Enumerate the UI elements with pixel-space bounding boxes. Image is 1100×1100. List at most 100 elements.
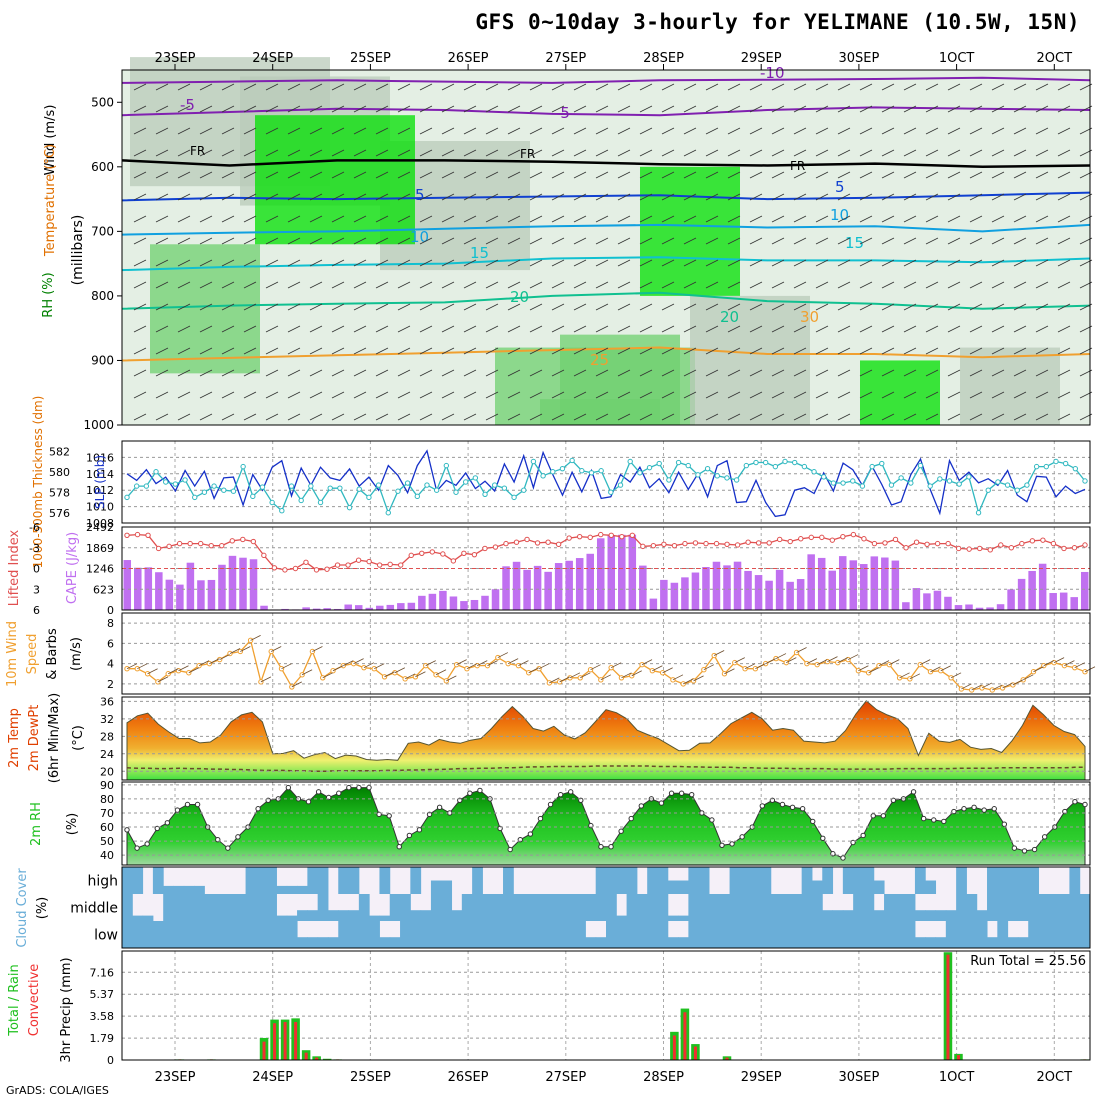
wind-barb [353,127,367,135]
wind-barb [859,105,873,113]
wind-barb [397,281,411,289]
cloud-low-cell [935,937,947,948]
cloud-low-cell [142,921,154,948]
wind-barb [903,193,917,201]
thickness-point [453,489,459,495]
wind-barb [441,303,455,311]
wind-barb [446,675,457,682]
wind-barb [353,369,367,377]
wind-barb [878,660,890,667]
wind-tick-label: 2 [107,678,114,691]
thickness-point [1024,482,1030,488]
cloud-high-cell [914,867,926,894]
wind-barb [881,237,895,245]
wind-barb [137,663,148,670]
temperature-axis-label: Temperature (°C) [43,144,58,257]
wind-barb [683,391,697,399]
wind-barb [404,673,416,680]
cloud-middle-cell [1059,894,1070,921]
wind-barb [617,105,631,113]
cloud-low-cell [286,921,298,948]
cloud-low-cell [152,921,164,948]
wind-barb [595,83,609,91]
wind-barb [631,670,642,677]
cloud-high-cell [163,885,174,894]
wind-barb [155,391,169,399]
cloud-high-cell [276,885,288,894]
cloud-low-cell [358,921,370,948]
wind-barb [463,303,477,311]
wind-barb [1057,347,1071,355]
wind-barb [969,83,983,91]
cloud-middle-cell [348,910,360,921]
wind-barb [1057,281,1071,289]
thickness-point [762,459,769,466]
lifted-index-point [713,540,720,547]
wind-barb [749,413,763,421]
wind-barb [199,369,213,377]
rh-region [540,399,660,425]
lifted-index-point [650,542,657,549]
cloud-low-cell [420,921,432,948]
thickness-point [840,480,846,486]
cape-tick-label: 0 [107,604,114,617]
bottom-date-label: 29SEP [741,1070,782,1085]
rh-tick-label: 60 [100,821,114,834]
cape-bar [533,565,542,610]
wind-barb [734,657,745,663]
wind-barb [309,413,323,421]
wind-barb [353,171,367,179]
wind-barb [903,105,917,113]
cloud-middle-cell [595,894,607,921]
cloud-middle-cell [616,915,628,921]
wind-barb [595,127,609,135]
wind-barb [1013,259,1027,267]
cloud-middle-cell [173,894,185,921]
wind-barb [617,149,631,157]
wind-barb [815,259,829,267]
wind-barb [859,215,873,223]
cloud-middle-cell [914,910,926,921]
cape-bar [607,534,616,610]
wind-barb [991,391,1005,399]
wind-barb [771,325,785,333]
wind-barb [947,391,961,399]
cloud-low-cell [873,921,885,948]
lifted-index-point [945,540,951,547]
thickness-point [733,477,740,483]
wind-barb [925,215,939,223]
wind-barb [925,281,939,289]
lifted-index-point [1019,540,1025,547]
wind-barb [155,149,169,157]
wind-barb [485,83,499,91]
wind-barb [287,391,301,399]
thickness-point [511,494,517,501]
wind-barb [397,171,411,179]
wind-barb [755,663,766,670]
rh-point [194,801,201,808]
wind-barb [947,105,961,113]
wind-barb [991,127,1005,135]
top-date-label: 25SEP [350,51,391,66]
wind-barb [639,193,653,201]
cloud-middle-cell [513,894,525,921]
wind-barb [1057,413,1071,421]
wind-barb [485,237,499,245]
cloud-middle-cell [873,910,885,921]
rh-point [658,800,665,806]
wind-barb [793,127,807,135]
temperature-area [126,700,1086,781]
rh-region [860,360,940,425]
thickness-point [1053,458,1059,465]
wind-barb [639,281,653,289]
wind-barb [683,83,697,91]
cloud-high-cell [925,880,937,894]
wind-barb [925,347,939,355]
thickness-point [414,493,421,500]
precip-tick-label: 0 [107,1054,114,1067]
wind-barb [551,281,565,289]
wind-barb [155,83,169,91]
wind-barb [309,347,323,355]
cloud-low-cell [585,937,597,948]
wind-barb [806,658,818,664]
